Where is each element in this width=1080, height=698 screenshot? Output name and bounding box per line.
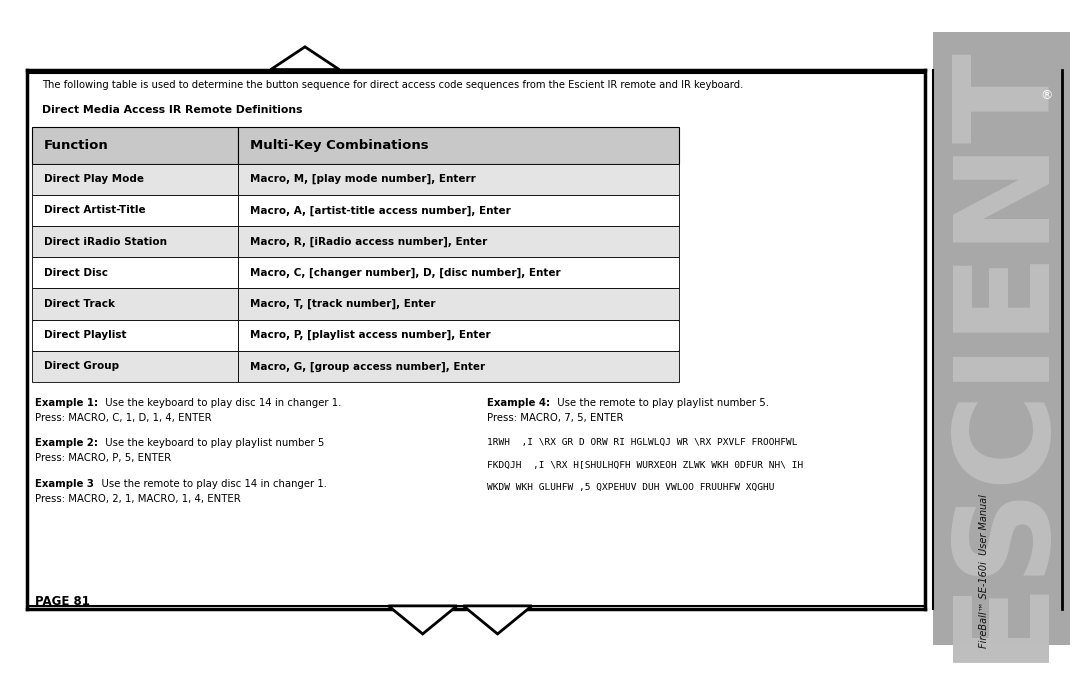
Bar bbox=[31, 163, 238, 195]
Text: Direct Playlist: Direct Playlist bbox=[43, 330, 126, 340]
Bar bbox=[238, 195, 679, 226]
Bar bbox=[238, 351, 679, 382]
Bar bbox=[31, 288, 238, 320]
Text: Example 2:: Example 2: bbox=[35, 438, 97, 448]
Bar bbox=[31, 257, 238, 288]
Text: Press: MACRO, 7, 5, ENTER: Press: MACRO, 7, 5, ENTER bbox=[487, 413, 623, 423]
Text: Macro, M, [play mode number], Enterr: Macro, M, [play mode number], Enterr bbox=[249, 174, 475, 184]
Text: Direct Media Access IR Remote Definitions: Direct Media Access IR Remote Definition… bbox=[42, 105, 302, 114]
Text: Use the remote to play disc 14 in changer 1.: Use the remote to play disc 14 in change… bbox=[95, 479, 327, 489]
Bar bbox=[238, 126, 679, 163]
Text: ESCIENT: ESCIENT bbox=[939, 40, 1065, 662]
Text: Press: MACRO, 2, 1, MACRO, 1, 4, ENTER: Press: MACRO, 2, 1, MACRO, 1, 4, ENTER bbox=[35, 493, 241, 504]
Polygon shape bbox=[389, 606, 457, 634]
Polygon shape bbox=[271, 47, 339, 70]
Text: Use the keyboard to play playlist number 5: Use the keyboard to play playlist number… bbox=[102, 438, 324, 448]
Bar bbox=[238, 288, 679, 320]
Bar bbox=[933, 31, 1070, 645]
Bar bbox=[238, 163, 679, 195]
Bar bbox=[31, 351, 238, 382]
Text: 1RWH  ,I \RX GR D ORW RI HGLWLQJ WR \RX PXVLF FROOHFWL: 1RWH ,I \RX GR D ORW RI HGLWLQJ WR \RX P… bbox=[487, 438, 797, 447]
Text: Use the keyboard to play disc 14 in changer 1.: Use the keyboard to play disc 14 in chan… bbox=[102, 398, 341, 408]
Bar bbox=[31, 126, 238, 163]
Text: FKDQJH  ,I \RX H[SHULHQFH WURXEOH ZLWK WKH 0DFUR NH\ IH: FKDQJH ,I \RX H[SHULHQFH WURXEOH ZLWK WK… bbox=[487, 461, 804, 470]
Text: Press: MACRO, P, 5, ENTER: Press: MACRO, P, 5, ENTER bbox=[35, 453, 171, 463]
Bar bbox=[31, 226, 238, 257]
Text: WKDW WKH GLUHFW ,5 QXPEHUV DUH VWLOO FRUUHFW XQGHU: WKDW WKH GLUHFW ,5 QXPEHUV DUH VWLOO FRU… bbox=[487, 483, 774, 492]
Bar bbox=[238, 226, 679, 257]
Polygon shape bbox=[463, 606, 531, 634]
Text: Direct iRadio Station: Direct iRadio Station bbox=[43, 237, 166, 246]
Text: ®: ® bbox=[1040, 89, 1052, 103]
Bar bbox=[238, 257, 679, 288]
Text: The following table is used to determine the button sequence for direct access c: The following table is used to determine… bbox=[42, 80, 743, 90]
Text: PAGE 81: PAGE 81 bbox=[35, 595, 90, 608]
Text: Macro, T, [track number], Enter: Macro, T, [track number], Enter bbox=[249, 299, 435, 309]
Text: Macro, R, [iRadio access number], Enter: Macro, R, [iRadio access number], Enter bbox=[249, 237, 487, 246]
Text: Direct Group: Direct Group bbox=[43, 362, 119, 371]
Text: Direct Track: Direct Track bbox=[43, 299, 114, 309]
Text: Example 3: Example 3 bbox=[35, 479, 94, 489]
Text: Example 4:: Example 4: bbox=[487, 398, 550, 408]
Bar bbox=[238, 320, 679, 351]
Text: Direct Disc: Direct Disc bbox=[43, 268, 108, 278]
Text: FireBall™ SE-160i  User Manual: FireBall™ SE-160i User Manual bbox=[978, 494, 989, 648]
Text: Example 1:: Example 1: bbox=[35, 398, 98, 408]
Text: Multi-Key Combinations: Multi-Key Combinations bbox=[249, 139, 428, 151]
Text: Press: MACRO, C, 1, D, 1, 4, ENTER: Press: MACRO, C, 1, D, 1, 4, ENTER bbox=[35, 413, 212, 423]
Text: Macro, P, [playlist access number], Enter: Macro, P, [playlist access number], Ente… bbox=[249, 330, 490, 341]
Text: Direct Play Mode: Direct Play Mode bbox=[43, 174, 144, 184]
Text: Direct Artist-Title: Direct Artist-Title bbox=[43, 205, 145, 216]
Text: Macro, C, [changer number], D, [disc number], Enter: Macro, C, [changer number], D, [disc num… bbox=[249, 267, 561, 278]
Bar bbox=[31, 320, 238, 351]
Text: Use the remote to play playlist number 5.: Use the remote to play playlist number 5… bbox=[554, 398, 769, 408]
Bar bbox=[31, 195, 238, 226]
Text: Function: Function bbox=[43, 139, 108, 151]
Text: Macro, A, [artist-title access number], Enter: Macro, A, [artist-title access number], … bbox=[249, 205, 511, 216]
Text: Macro, G, [group access number], Enter: Macro, G, [group access number], Enter bbox=[249, 362, 485, 371]
